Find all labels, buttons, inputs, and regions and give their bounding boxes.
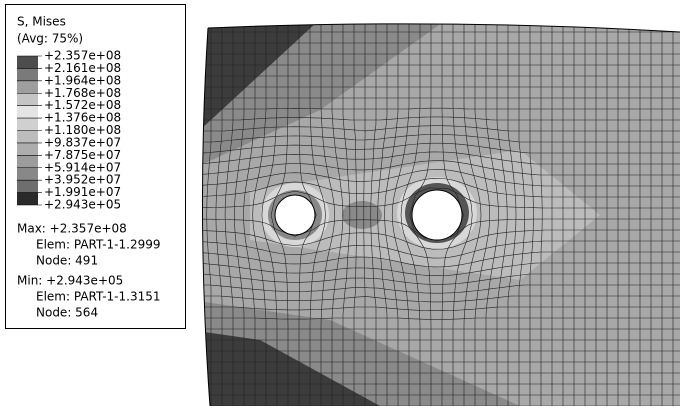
legend-swatch — [17, 193, 38, 205]
legend-swatch — [17, 93, 38, 105]
legend-swatch — [17, 131, 38, 143]
mesh — [189, 10, 680, 406]
hole — [412, 190, 462, 240]
max-elem: Elem: PART-1-1.2999 — [36, 238, 161, 252]
legend-swatch — [17, 56, 38, 68]
min-elem: Elem: PART-1-1.3151 — [36, 290, 161, 304]
region — [342, 201, 382, 229]
legend-swatch — [17, 180, 38, 192]
page: S, Mises (Avg: 75%) +2.357e+08+2.161e+08… — [0, 0, 680, 410]
legend-title: S, Mises — [17, 15, 66, 29]
contour — [189, 10, 680, 406]
legend-swatch — [17, 143, 38, 155]
legend-swatch — [17, 68, 38, 80]
legend-swatch — [17, 155, 38, 167]
mesh-line — [198, 10, 201, 406]
legend-swatch — [17, 106, 38, 118]
max-node: Node: 491 — [36, 254, 98, 268]
legend-swatch — [17, 168, 38, 180]
min-node: Node: 564 — [36, 306, 98, 320]
legend-subtitle: (Avg: 75%) — [17, 32, 83, 46]
legend-swatch — [17, 81, 38, 93]
viewport: S, Mises (Avg: 75%) +2.357e+08+2.161e+08… — [0, 0, 680, 406]
hole — [275, 195, 315, 235]
legend-label: +2.943e+05 — [44, 198, 121, 212]
legend-swatch — [17, 118, 38, 130]
min-label: Min: +2.943e+05 — [17, 274, 123, 288]
max-label: Max: +2.357e+08 — [17, 222, 127, 236]
legend: +2.357e+08+2.161e+08+1.964e+08+1.768e+08… — [17, 49, 121, 212]
